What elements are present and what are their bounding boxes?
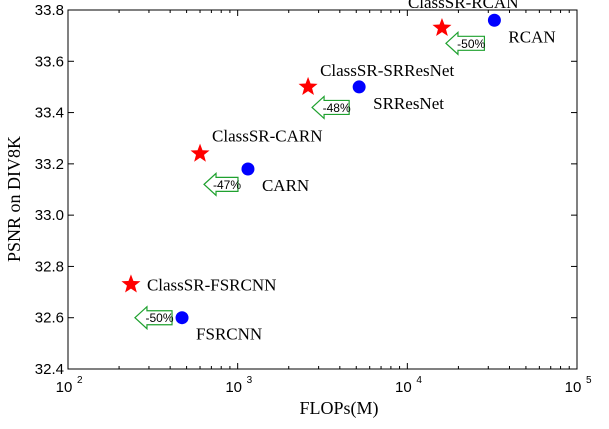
y-tick-label: 33.2 (35, 156, 64, 173)
x-axis-title: FLOPs(M) (299, 398, 378, 419)
y-axis: 32.4 32.6 32.8 33.0 33.2 33.4 33.6 33.8 (35, 2, 577, 378)
x-tick-label: 10 (395, 379, 412, 396)
point-labels: RCAN SRResNet CARN FSRCNN ClassSR-RCAN ClassS… (147, 0, 556, 344)
x-tick-exponent: 2 (77, 375, 83, 386)
classsr-point (432, 17, 452, 37)
y-tick-label: 32.8 (35, 258, 64, 275)
y-tick-label: 33.6 (35, 53, 64, 70)
classsr-point (298, 76, 318, 96)
plot-border (67, 9, 578, 370)
reduction-annotations: -50% -48% -47% -50% (134, 30, 486, 331)
model-label: FSRCNN (196, 325, 262, 344)
x-tick-label: 10 (565, 379, 582, 396)
reduction-label: -50% (457, 37, 485, 51)
reduction-arrow (311, 95, 350, 120)
reduction-label: -50% (145, 311, 173, 325)
classsr-label: ClassSR-RCAN (408, 0, 519, 12)
y-axis-title: PSNR on DIV8K (4, 136, 24, 262)
data-points (121, 13, 501, 325)
reduction-label: -47% (213, 178, 241, 192)
y-tick-label: 33.8 (35, 2, 64, 19)
model-point (241, 162, 255, 176)
classsr-label: ClassSR-FSRCNN (147, 275, 276, 294)
reduction-arrow (134, 305, 173, 331)
x-tick-exponent: 3 (247, 375, 253, 386)
x-tick-label: 10 (225, 379, 242, 396)
x-tick-exponent: 5 (586, 375, 592, 386)
classsr-label: ClassSR-CARN (212, 127, 323, 146)
reduction-label: -48% (323, 101, 351, 115)
model-point (487, 13, 501, 27)
y-tick-label: 32.4 (35, 361, 64, 378)
y-tick-label: 33.4 (35, 105, 64, 122)
model-point (175, 311, 189, 325)
x-axis: 10 2 10 3 10 4 10 5 (56, 10, 592, 396)
reduction-arrow (203, 172, 239, 197)
y-tick-label: 32.6 (35, 310, 64, 327)
model-label: RCAN (508, 27, 555, 46)
reduction-arrow (445, 30, 486, 56)
model-point (352, 80, 366, 94)
plot-frame (67, 9, 578, 370)
classsr-label: ClassSR-SRResNet (320, 61, 454, 80)
x-tick-exponent: 4 (416, 375, 422, 386)
classsr-point (190, 143, 210, 162)
x-tick-label: 10 (56, 379, 73, 396)
classsr-point (121, 274, 141, 293)
model-label: SRResNet (373, 94, 444, 113)
model-label: CARN (262, 176, 309, 195)
y-tick-label: 33.0 (35, 207, 64, 224)
